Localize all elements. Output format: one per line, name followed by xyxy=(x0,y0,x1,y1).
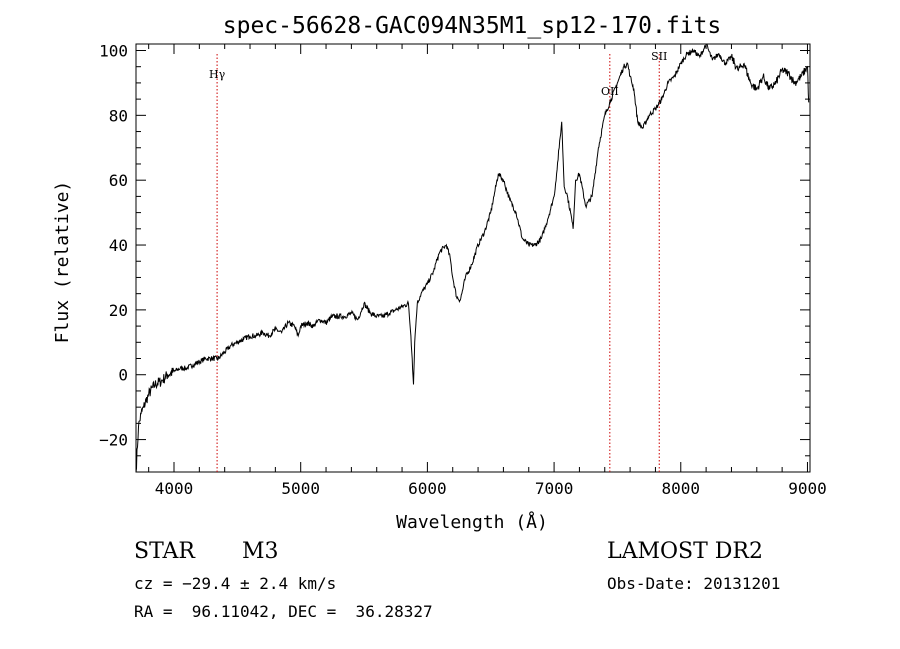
x-tick-label: 4000 xyxy=(155,479,194,498)
x-tick-label: 6000 xyxy=(408,479,447,498)
spectral-line-label: SII xyxy=(651,50,667,63)
axis-ticks: 4000 5000 6000 7000 8000 9000 −20 0 20 40 60 80 100 xyxy=(99,41,827,498)
observation-date: Obs-Date: 20131201 xyxy=(607,574,781,593)
survey-name: LAMOST DR2 xyxy=(607,539,763,564)
coordinates-ra-dec: RA = 96.11042, DEC = 36.28327 xyxy=(134,602,433,621)
x-tick-label: 9000 xyxy=(788,479,827,498)
y-tick-label: −20 xyxy=(99,431,128,450)
x-axis-label: Wavelength (Å) xyxy=(396,511,548,533)
chart-title: spec-56628-GAC094N35M1_sp12-170.fits xyxy=(223,13,722,39)
y-axis-label: Flux (relative) xyxy=(52,181,73,344)
y-tick-label: 100 xyxy=(99,41,128,60)
x-tick-label: 7000 xyxy=(535,479,574,498)
x-tick-label: 8000 xyxy=(662,479,701,498)
object-class: STAR xyxy=(134,539,195,564)
object-subclass: M3 xyxy=(242,539,279,564)
y-tick-label: 40 xyxy=(109,236,128,255)
x-tick-label: 5000 xyxy=(281,479,320,498)
spectrum-line xyxy=(135,43,810,473)
y-tick-label: 20 xyxy=(109,301,128,320)
spectrum-chart: spec-56628-GAC094N35M1_sp12-170.fits 400… xyxy=(52,13,827,533)
spectral-line-label: Hγ xyxy=(209,68,226,81)
redshift-cz: cz = −29.4 ± 2.4 km/s xyxy=(134,574,337,593)
y-tick-label: 60 xyxy=(109,171,128,190)
plot-frame xyxy=(135,43,811,473)
y-tick-label: 80 xyxy=(109,106,128,125)
y-tick-label: 0 xyxy=(118,366,128,385)
